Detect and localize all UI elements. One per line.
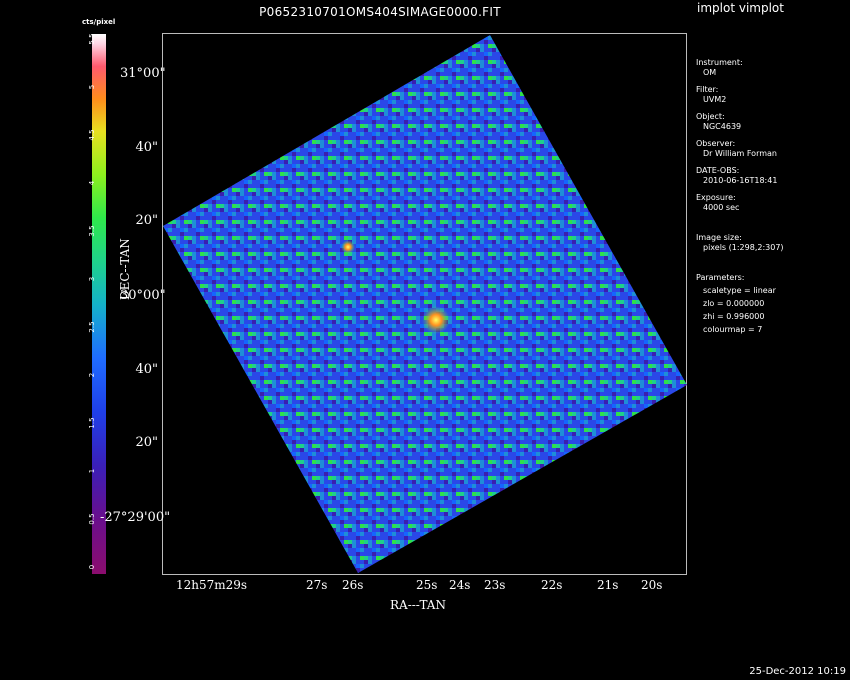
x-tick-label: 20s	[641, 578, 663, 592]
plot-frame	[162, 33, 687, 575]
y-tick-label: 40"	[135, 140, 158, 155]
colorbar-unit: cts/pixel	[82, 18, 116, 26]
central-source	[422, 306, 450, 334]
observer-value: Dr William Forman	[703, 149, 777, 158]
date-label: DATE-OBS:	[696, 166, 740, 175]
exposure-label: Exposure:	[696, 193, 736, 202]
x-tick-label: 22s	[541, 578, 563, 592]
x-tick-label: 25s	[416, 578, 438, 592]
object-label: Object:	[696, 112, 725, 121]
instrument-value: OM	[703, 68, 717, 77]
colorbar	[92, 34, 106, 574]
exposure-footprint	[163, 35, 687, 573]
secondary-source	[341, 240, 355, 254]
y-axis-label: DEC--TAN	[118, 238, 132, 300]
zhi-value: zhi = 0.996000	[703, 312, 765, 321]
y-tick-label: 31°00"	[120, 66, 166, 81]
x-tick-label: 24s	[449, 578, 471, 592]
observer-label: Observer:	[696, 139, 736, 148]
zlo-value: zlo = 0.000000	[703, 299, 765, 308]
y-tick-label: 30°00"	[120, 288, 166, 303]
instrument-label: Instrument:	[696, 58, 743, 67]
x-tick-label: 26s	[342, 578, 364, 592]
image-size-label: Image size:	[696, 233, 742, 242]
y-tick-label: 20"	[135, 435, 158, 450]
object-value: NGC4639	[703, 122, 742, 131]
timestamp: 25-Dec-2012 10:19	[749, 666, 846, 677]
image-size-value: pixels (1:298,2:307)	[703, 243, 784, 252]
x-axis-label: RA---TAN	[390, 598, 446, 612]
x-tick-label: 27s	[306, 578, 328, 592]
app-title: implot vimplot	[697, 1, 784, 15]
colourmap-value: colourmap = 7	[703, 325, 763, 334]
image-title: P0652310701OMS404SIMAGE0000.FIT	[259, 5, 501, 19]
x-tick-label: 21s	[597, 578, 619, 592]
filter-label: Filter:	[696, 85, 719, 94]
x-tick-label: 12h57m29s	[176, 578, 248, 592]
exposure-value: 4000 sec	[703, 203, 740, 212]
scaletype-value: scaletype = linear	[703, 286, 776, 295]
y-tick-label: 40"	[135, 362, 158, 377]
y-tick-label: 20"	[135, 213, 158, 228]
y-tick-label: -27°29'00"	[100, 510, 171, 525]
parameters-label: Parameters:	[696, 273, 745, 282]
filter-value: UVM2	[703, 95, 727, 104]
x-tick-label: 23s	[484, 578, 506, 592]
date-value: 2010-06-16T18:41	[703, 176, 778, 185]
